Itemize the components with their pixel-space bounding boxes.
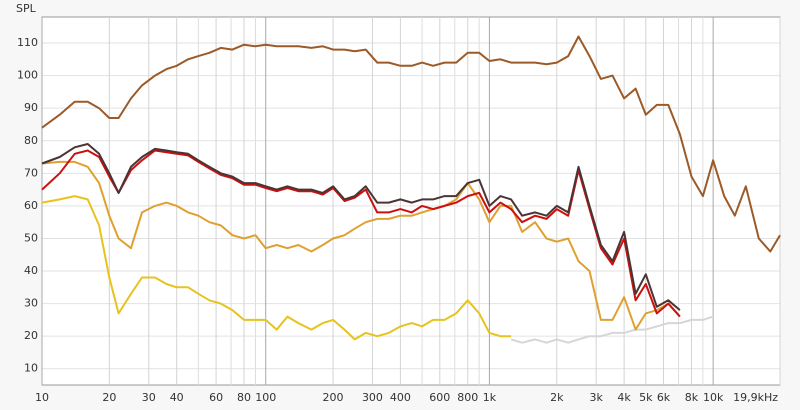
series-line xyxy=(41,143,681,311)
x-tick-label: 800 xyxy=(457,391,478,404)
y-tick-label: 60 xyxy=(24,199,38,212)
x-tick-label: 600 xyxy=(429,391,450,404)
y-tick-label: 100 xyxy=(17,69,38,82)
y-tick-label: 80 xyxy=(24,134,38,147)
series-line xyxy=(510,315,714,344)
y-tick-label: 40 xyxy=(24,264,38,277)
x-tick-label: 40 xyxy=(170,391,184,404)
y-tick-label: 30 xyxy=(24,297,38,310)
x-tick-label: 10 xyxy=(35,391,49,404)
x-tick-label: 5k xyxy=(639,391,653,404)
x-tick-label: 8k xyxy=(685,391,699,404)
x-tick-label: 80 xyxy=(237,391,251,404)
x-tick-label: 2k xyxy=(550,391,564,404)
x-tick-label: 200 xyxy=(323,391,344,404)
x-tick-label: 10k xyxy=(703,391,724,404)
x-tick-label: 60 xyxy=(209,391,223,404)
series-line xyxy=(41,195,512,341)
x-tick-label: 1k xyxy=(483,391,497,404)
x-tick-label: 20 xyxy=(102,391,116,404)
series-line xyxy=(41,160,681,331)
x-tick-label: 30 xyxy=(142,391,156,404)
plot-area xyxy=(41,16,781,386)
x-tick-label: 4k xyxy=(617,391,631,404)
x-tick-label: 300 xyxy=(362,391,383,404)
y-tick-label: 10 xyxy=(24,362,38,375)
y-tick-label: 20 xyxy=(24,329,38,342)
x-tick-label: 6k xyxy=(657,391,671,404)
x-tick-label: 400 xyxy=(390,391,411,404)
y-tick-label: 70 xyxy=(24,166,38,179)
y-tick-label: 90 xyxy=(24,101,38,114)
series-line xyxy=(41,35,781,253)
x-tick-label: 100 xyxy=(255,391,276,404)
x-tick-label: 3k xyxy=(589,391,603,404)
y-axis-label: SPL xyxy=(16,2,37,15)
y-tick-label: 110 xyxy=(17,36,38,49)
y-tick-label: 50 xyxy=(24,231,38,244)
x-tick-label: 19,9kHz xyxy=(733,391,778,404)
